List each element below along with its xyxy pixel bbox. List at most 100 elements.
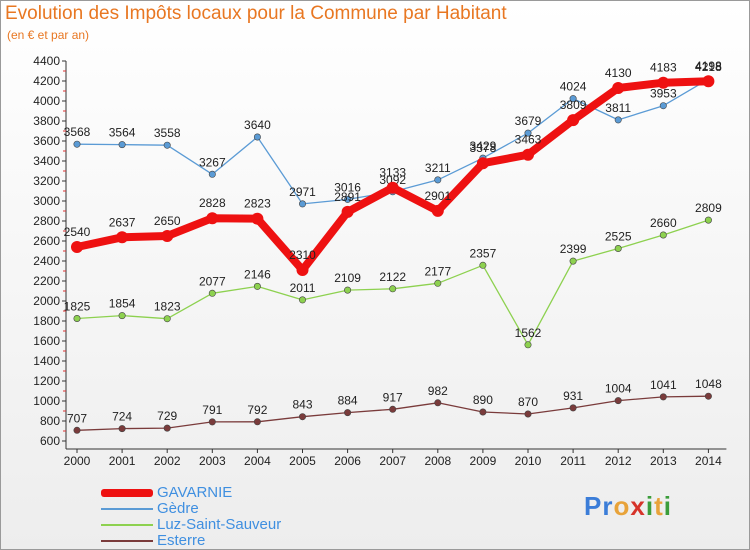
data-label-gavarnie: 4198 — [695, 59, 722, 73]
y-tick-label: 2400 — [33, 254, 60, 268]
data-label-gedre: 3429 — [470, 139, 497, 153]
y-tick-label: 3600 — [33, 134, 60, 148]
data-point-gavarnie — [431, 204, 444, 217]
data-label-luz-saint-sauveur: 2146 — [244, 267, 271, 281]
data-point-gedre — [434, 176, 442, 184]
data-label-esterre: 724 — [112, 410, 132, 424]
data-label-gedre: 3568 — [64, 125, 91, 139]
logo-letter: t — [654, 491, 664, 521]
logo-letter: r — [602, 491, 614, 521]
data-point-luz-saint-sauveur — [614, 245, 622, 253]
data-point-gedre — [569, 95, 577, 103]
x-tick-label: 2004 — [244, 454, 271, 468]
logo-letter: P — [584, 491, 603, 521]
data-label-esterre: 890 — [473, 393, 493, 407]
data-point-gavarnie — [341, 205, 354, 218]
data-point-gavarnie — [251, 212, 264, 225]
data-point-gedre — [73, 140, 81, 148]
x-tick-label: 2011 — [560, 454, 586, 468]
data-point-gavarnie — [206, 212, 219, 225]
data-point-gedre — [253, 133, 261, 141]
data-point-esterre — [73, 426, 81, 434]
y-tick-label: 2000 — [33, 294, 60, 308]
data-label-gedre: 3092 — [379, 173, 406, 187]
legend-label-gedre: Gèdre — [157, 500, 199, 517]
data-label-gedre: 3564 — [109, 126, 136, 140]
data-point-luz-saint-sauveur — [569, 257, 577, 265]
data-point-esterre — [253, 418, 261, 426]
y-tick-label: 600 — [40, 434, 60, 448]
data-point-esterre — [524, 410, 532, 418]
data-label-gedre: 3558 — [154, 126, 181, 140]
data-point-luz-saint-sauveur — [659, 231, 667, 239]
data-label-gavarnie: 3133 — [379, 166, 406, 180]
data-label-gedre: 3211 — [425, 161, 451, 175]
data-point-luz-saint-sauveur — [73, 314, 81, 322]
data-label-esterre: 884 — [338, 394, 358, 408]
data-label-luz-saint-sauveur: 2109 — [334, 271, 361, 285]
logo-letter: o — [613, 491, 631, 521]
y-tick-label: 1800 — [33, 314, 60, 328]
data-label-gavarnie: 3463 — [515, 133, 542, 147]
data-label-esterre: 792 — [247, 403, 267, 417]
chart-legend: GAVARNIE Gèdre Luz-Saint-Sauveur Esterre — [101, 485, 281, 549]
data-label-gedre: 3267 — [199, 155, 226, 169]
data-label-esterre: 843 — [292, 398, 312, 412]
legend-item-esterre: Esterre — [101, 533, 281, 549]
data-label-luz-saint-sauveur: 2357 — [470, 246, 497, 260]
data-point-gedre — [524, 129, 532, 137]
data-point-luz-saint-sauveur — [163, 315, 171, 323]
data-point-esterre — [704, 392, 712, 400]
data-point-gedre — [208, 170, 216, 178]
data-label-gedre: 3953 — [650, 87, 677, 101]
x-tick-label: 2008 — [424, 454, 451, 468]
legend-item-gedre: Gèdre — [101, 501, 281, 517]
chart-subtitle: (en € et par an) — [7, 28, 90, 42]
data-point-gedre — [163, 141, 171, 149]
data-label-esterre: 1004 — [605, 382, 632, 396]
data-label-luz-saint-sauveur: 1854 — [109, 297, 136, 311]
y-tick-label: 1200 — [33, 374, 60, 388]
data-label-gedre: 3679 — [515, 114, 542, 128]
data-label-gavarnie: 2637 — [109, 215, 136, 229]
data-label-luz-saint-sauveur: 2399 — [560, 242, 587, 256]
legend-swatch-esterre — [101, 540, 153, 542]
data-point-luz-saint-sauveur — [344, 286, 352, 294]
data-point-gavarnie — [657, 76, 670, 89]
data-label-luz-saint-sauveur: 2122 — [379, 270, 406, 284]
data-point-esterre — [344, 409, 352, 417]
x-tick-label: 2012 — [605, 454, 632, 468]
data-point-gedre — [614, 116, 622, 124]
data-point-gavarnie — [476, 157, 489, 170]
x-tick-label: 2010 — [515, 454, 542, 468]
data-point-luz-saint-sauveur — [434, 279, 442, 287]
logo-letter: i — [663, 491, 672, 521]
data-label-gavarnie: 4130 — [605, 66, 632, 80]
data-point-esterre — [163, 424, 171, 432]
x-tick-label: 2009 — [470, 454, 497, 468]
data-label-gavarnie: 2310 — [289, 248, 316, 262]
data-label-esterre: 1041 — [650, 378, 677, 392]
data-point-gavarnie — [116, 231, 129, 244]
data-label-luz-saint-sauveur: 2077 — [199, 274, 226, 288]
data-point-luz-saint-sauveur — [524, 341, 532, 349]
y-tick-label: 3400 — [33, 154, 60, 168]
data-label-luz-saint-sauveur: 2011 — [290, 281, 316, 295]
y-tick-label: 800 — [40, 414, 60, 428]
logo-letter: i — [645, 491, 655, 521]
data-label-gavarnie: 2823 — [244, 197, 271, 211]
x-tick-label: 2007 — [379, 454, 406, 468]
x-tick-label: 2001 — [109, 454, 136, 468]
data-point-luz-saint-sauveur — [253, 282, 261, 290]
legend-item-gavarnie: GAVARNIE — [101, 485, 281, 501]
data-point-esterre — [389, 405, 397, 413]
data-label-luz-saint-sauveur: 1823 — [154, 300, 181, 314]
data-label-gavarnie: 3809 — [560, 98, 587, 112]
data-point-gavarnie — [296, 264, 309, 276]
legend-label-luz-saint-sauveur: Luz-Saint-Sauveur — [157, 516, 282, 533]
data-point-gedre — [118, 141, 126, 149]
data-label-luz-saint-sauveur: 1825 — [64, 300, 91, 314]
data-point-gavarnie — [386, 181, 399, 194]
x-tick-label: 2002 — [154, 454, 181, 468]
